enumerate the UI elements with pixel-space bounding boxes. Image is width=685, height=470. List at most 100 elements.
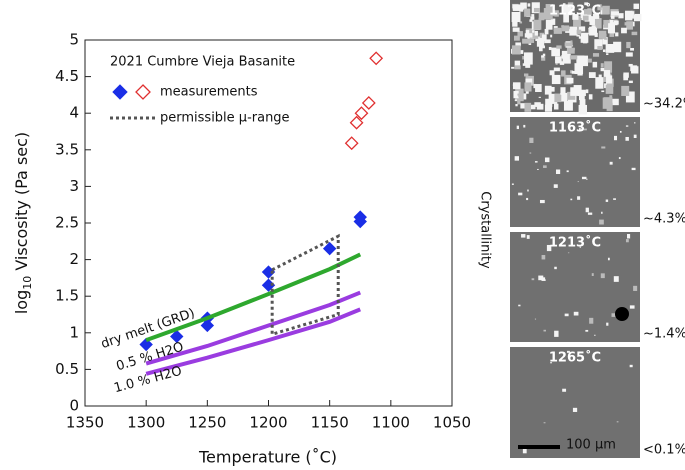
crystal xyxy=(519,21,523,24)
crystal xyxy=(529,152,532,154)
crystal xyxy=(626,41,631,49)
crystal xyxy=(624,22,629,26)
crystal xyxy=(633,285,638,291)
crystal xyxy=(520,2,527,10)
crystal xyxy=(625,52,633,57)
crystal xyxy=(587,212,593,215)
crystal xyxy=(555,62,558,65)
crystal xyxy=(591,273,594,276)
crystal xyxy=(595,77,604,89)
crystal xyxy=(560,87,566,95)
range-outline xyxy=(270,233,340,337)
crystal xyxy=(609,161,613,165)
crystal xyxy=(518,304,521,307)
crystal xyxy=(579,94,585,101)
data-point xyxy=(353,210,367,224)
crystal xyxy=(570,198,573,201)
crystal xyxy=(571,32,576,35)
crystal xyxy=(537,168,539,170)
crystal xyxy=(511,66,515,69)
data-point xyxy=(170,329,184,344)
crystal xyxy=(577,196,581,200)
crystal xyxy=(541,255,546,260)
crystal xyxy=(553,184,558,188)
crystal xyxy=(512,5,518,10)
crystal xyxy=(579,99,586,107)
crystal xyxy=(515,42,521,47)
crystal xyxy=(535,84,542,93)
crystal xyxy=(626,21,633,30)
crystal xyxy=(572,48,575,51)
micrograph xyxy=(510,232,640,342)
crystal xyxy=(573,15,581,27)
y-label-rest: Viscosity (Pa sec) xyxy=(12,132,31,276)
crystal xyxy=(585,207,589,213)
crystal xyxy=(626,234,631,239)
panel-temperature: 1123˚C xyxy=(549,3,601,19)
crystal xyxy=(633,13,642,22)
panel-fraction: ~1.4% xyxy=(643,327,685,342)
crystal xyxy=(594,32,598,37)
y-tick-label: 2 xyxy=(69,250,79,268)
crystal xyxy=(517,99,521,105)
data-point xyxy=(200,318,215,333)
legend-label: measurements xyxy=(160,85,258,100)
crystal xyxy=(610,15,615,19)
crystal xyxy=(602,5,610,15)
crystal xyxy=(591,28,595,31)
crystal xyxy=(543,165,547,168)
crystal xyxy=(589,317,594,324)
crystal xyxy=(551,47,560,57)
crystal xyxy=(527,3,531,7)
crystal xyxy=(543,8,553,20)
y-tick-label: 4.5 xyxy=(55,67,79,85)
y-tick-label: 1 xyxy=(69,323,79,341)
crystal xyxy=(619,130,622,133)
crystal xyxy=(574,63,584,75)
crystal xyxy=(548,46,552,51)
crystal xyxy=(511,183,514,185)
crystal xyxy=(603,19,610,28)
y-label-main: log xyxy=(12,290,31,314)
crystal xyxy=(545,4,554,11)
crystal xyxy=(550,362,553,364)
data-point xyxy=(344,136,359,151)
crystal xyxy=(544,104,553,112)
crystal xyxy=(551,74,561,85)
micrograph xyxy=(510,117,640,227)
crystal xyxy=(609,95,613,98)
crystal xyxy=(599,219,604,225)
crystal xyxy=(541,56,546,61)
model-curve xyxy=(145,307,362,376)
crystal xyxy=(606,322,609,326)
crystal xyxy=(533,83,537,89)
crystal xyxy=(598,30,607,39)
x-tick-label: 1100 xyxy=(372,414,410,432)
y-tick-label: 3 xyxy=(69,177,79,195)
crystal xyxy=(514,99,517,102)
crystal xyxy=(524,52,533,65)
crystal xyxy=(604,38,608,40)
crystal xyxy=(525,30,530,36)
crystal xyxy=(631,167,636,171)
crystal xyxy=(559,61,565,65)
crystal xyxy=(524,33,533,38)
crystal xyxy=(588,72,596,79)
legend-label: permissible μ-range xyxy=(160,111,290,126)
crystal xyxy=(609,19,614,26)
data-point xyxy=(139,337,153,352)
crystal xyxy=(518,93,521,98)
crystal xyxy=(570,8,575,12)
crystal xyxy=(548,93,558,104)
y-tick-label: 1.5 xyxy=(55,287,79,305)
crystal xyxy=(563,14,569,23)
crystal xyxy=(618,157,621,160)
crystal xyxy=(545,98,553,107)
crystal xyxy=(534,30,538,36)
crystal xyxy=(541,55,545,58)
crystal xyxy=(573,311,579,316)
crystal xyxy=(562,53,571,64)
crystal xyxy=(525,78,533,86)
y-axis-label-text: log10 Viscosity (Pa sec) xyxy=(12,132,35,314)
crystal xyxy=(625,239,629,243)
